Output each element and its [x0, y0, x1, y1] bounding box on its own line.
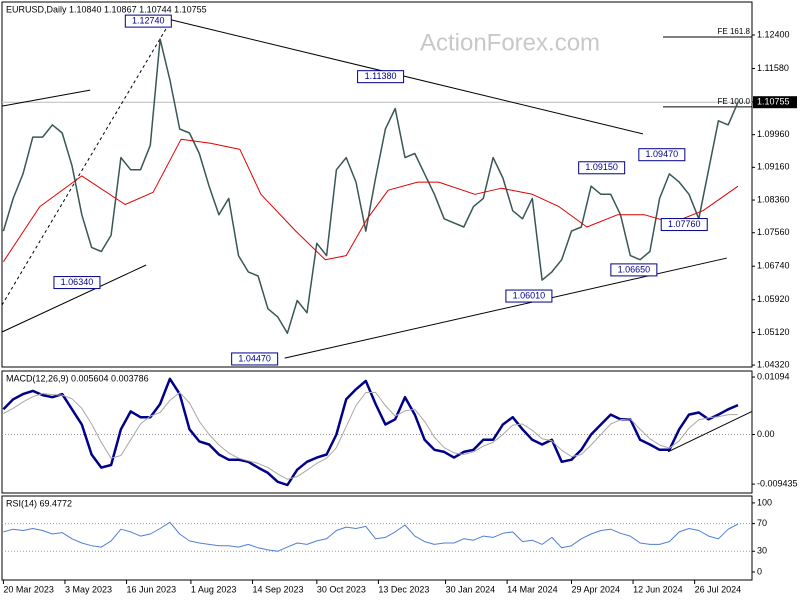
- price-label-box: [357, 70, 405, 84]
- series-line: [2, 38, 739, 334]
- y-tick-label: 1.12400: [757, 29, 790, 39]
- x-tick-label: 3 May 2023: [65, 584, 112, 594]
- price-label-box: [578, 161, 626, 175]
- macd-title: MACD(12,26,9) 0.005604 0.003786: [6, 373, 149, 383]
- x-tick-label: 14 Mar 2024: [507, 584, 558, 594]
- trend-line: [1, 89, 91, 107]
- x-tick-label: 30 Oct 2023: [317, 584, 366, 594]
- x-tick-label: 16 Jun 2023: [127, 584, 177, 594]
- trend-line: [171, 19, 643, 135]
- price-label-box: [638, 148, 686, 162]
- y-tick-label: 0: [757, 566, 762, 576]
- price-label: 1.06650: [618, 264, 651, 274]
- price-label: 1.11380: [365, 71, 397, 81]
- price-panel: [1, 1, 753, 368]
- x-tick-label: 29 Apr 2024: [571, 584, 620, 594]
- price-label: 1.09470: [646, 149, 679, 159]
- x-tick-label: 13 Dec 2023: [378, 584, 429, 594]
- y-tick-label: 1.11580: [757, 63, 789, 73]
- price-label-box: [53, 276, 101, 290]
- price-label: 1.12740: [132, 15, 165, 25]
- y-tick-label: 30: [757, 546, 767, 556]
- price-label-box: [505, 289, 553, 303]
- y-tick-label: -0.009435: [757, 478, 798, 488]
- x-tick-label: 1 Aug 2023: [191, 584, 237, 594]
- series-line: [3, 392, 738, 480]
- rsi-panel: [1, 495, 753, 581]
- x-tick-label: 30 Jan 2024: [446, 584, 496, 594]
- y-tick-label: 1.09160: [757, 162, 790, 172]
- y-tick-label: 100: [757, 497, 772, 507]
- chart-title: EURUSD,Daily 1.10840 1.10867 1.10744 1.1…: [6, 4, 207, 14]
- fe-label: FE 100.0: [718, 97, 751, 106]
- macd-panel: [1, 370, 753, 494]
- y-tick-label: 0.01094: [757, 371, 790, 381]
- y-tick-label: 1.09960: [757, 129, 790, 139]
- x-tick-label: 26 Jul 2024: [695, 584, 742, 594]
- series-line: [3, 521, 739, 552]
- series-line: [2, 138, 739, 262]
- y-tick-label: 70: [757, 518, 767, 528]
- x-tick-label: 14 Sep 2023: [252, 584, 303, 594]
- trend-line: [1, 19, 172, 306]
- price-label-box: [231, 352, 279, 366]
- y-tick-label: 1.07560: [757, 227, 790, 237]
- y-tick-label: 1.05920: [757, 294, 790, 304]
- price-label: 1.04470: [238, 353, 271, 363]
- trend-line: [1, 264, 147, 333]
- y-tick-label: 1.05120: [757, 327, 790, 337]
- price-label: 1.06010: [513, 290, 546, 300]
- y-tick-label: 1.06740: [757, 261, 790, 271]
- y-tick-label: 0.00: [757, 429, 775, 439]
- x-tick-label: 12 Jun 2024: [633, 584, 683, 594]
- last-price-box: [753, 96, 797, 109]
- price-label: 1.09150: [585, 162, 618, 172]
- price-label-box: [124, 14, 172, 28]
- rsi-title: RSI(14) 69.4772: [6, 498, 72, 508]
- watermark: ActionForex.com: [420, 29, 600, 56]
- y-tick-label: 1.08360: [757, 194, 790, 204]
- price-label: 1.06340: [61, 277, 94, 287]
- x-tick-label: 20 Mar 2023: [3, 584, 54, 594]
- price-label: 1.07760: [668, 219, 701, 229]
- price-label-box: [660, 218, 708, 232]
- trend-line: [667, 410, 753, 453]
- last-price-label: 1.10755: [757, 97, 790, 107]
- fe-label: FE 161.8: [718, 27, 751, 36]
- price-label-box: [610, 263, 658, 277]
- y-tick-label: 1.04320: [757, 359, 790, 369]
